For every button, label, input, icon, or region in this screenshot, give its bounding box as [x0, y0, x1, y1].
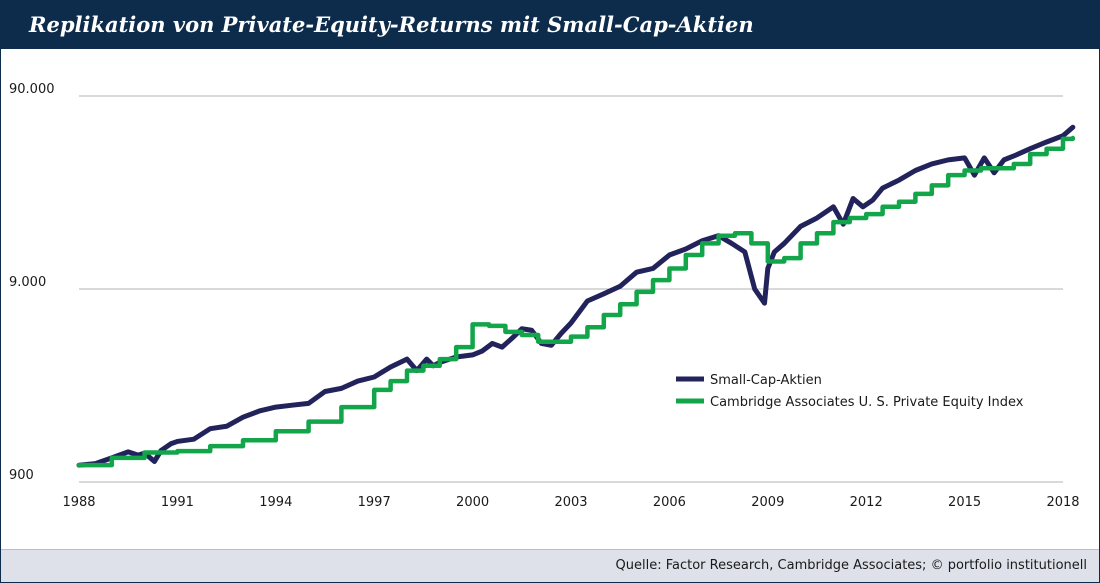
chart-area: 900 9.000 90.000 1988 1991 1994 1997 2000 2003 20…: [1, 49, 1099, 549]
tick-layer: 900 9.000 90.000 1988 1991 1994 1997 2000 2003 20…: [9, 82, 1080, 510]
legend-label: Small-Cap-Aktien: [710, 373, 822, 388]
x-tick-label: 2006: [653, 495, 686, 510]
x-tick-label: 1994: [259, 495, 292, 510]
grid-layer: [79, 95, 1063, 483]
y-tick-label: 9.000: [9, 275, 46, 290]
series-line-cambridge: [76, 135, 1076, 468]
series-line-small-cap: [76, 124, 1076, 468]
series-layer: [76, 124, 1076, 468]
x-tick-label: 2018: [1046, 495, 1079, 510]
footer-bar: Quelle: Factor Research, Cambridge Assoc…: [1, 549, 1099, 582]
x-tick-label: 1988: [62, 495, 95, 510]
legend-label: Cambridge Associates U. S. Private Equit…: [710, 395, 1024, 410]
x-tick-label: 2000: [456, 495, 489, 510]
chart-title: Replikation von Private-Equity-Returns m…: [29, 12, 754, 37]
line-chart: 900 9.000 90.000 1988 1991 1994 1997 2000 2003 20…: [9, 82, 1080, 510]
legend: Small-Cap-Aktien Cambridge Associates U. …: [676, 373, 1024, 410]
header-bar: Replikation von Private-Equity-Returns m…: [1, 1, 1099, 49]
x-tick-label: 2012: [850, 495, 883, 510]
x-tick-label: 2015: [948, 495, 981, 510]
source-note: Quelle: Factor Research, Cambridge Assoc…: [615, 558, 1088, 573]
y-tick-label: 90.000: [9, 82, 55, 97]
x-tick-label: 2003: [554, 495, 587, 510]
x-tick-label: 1997: [358, 495, 391, 510]
x-tick-label: 2009: [751, 495, 784, 510]
y-tick-label: 900: [9, 468, 34, 483]
x-tick-label: 1991: [161, 495, 194, 510]
